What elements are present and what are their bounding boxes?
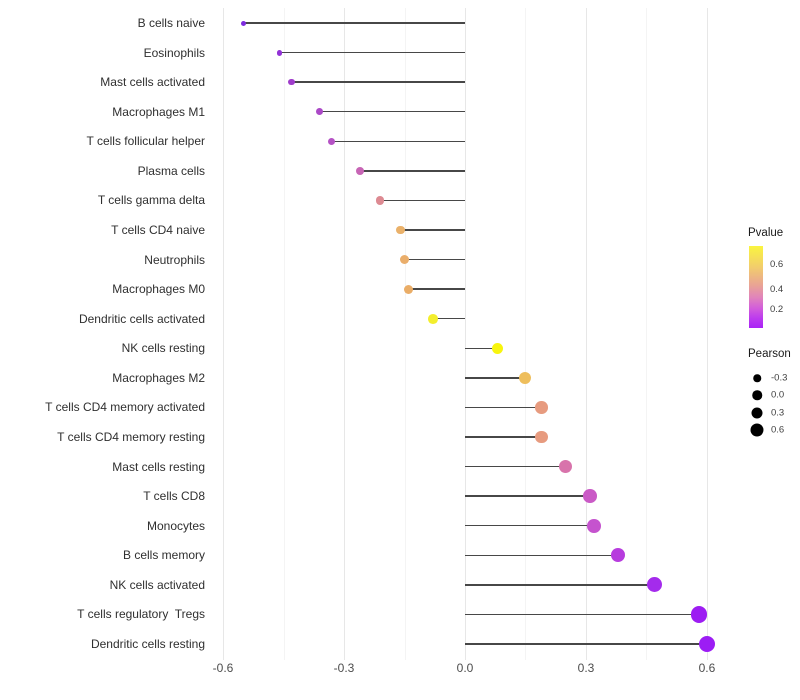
lollipop-dot [491, 342, 503, 354]
x-axis-tick-label: 0.6 [698, 661, 716, 675]
major-gridline [465, 8, 466, 660]
pvalue-legend-title: Pvalue [748, 227, 784, 239]
x-axis-tick-label: -0.3 [333, 661, 355, 675]
major-gridline [223, 8, 225, 660]
lollipop-segment [465, 524, 595, 527]
pearson-legend-label: 0.0 [771, 389, 785, 401]
minor-gridline [404, 8, 406, 660]
pearson-legend-dot [750, 423, 764, 437]
category-label: Macrophages M2 [112, 370, 205, 385]
pearson-legend-dot [753, 374, 761, 382]
lollipop-dot [698, 635, 716, 653]
category-label: Dendritic cells activated [78, 311, 205, 326]
lollipop-segment [465, 406, 542, 409]
lollipop-segment [243, 22, 465, 24]
lollipop-segment [465, 613, 699, 616]
minor-gridline [646, 8, 648, 660]
lollipop-dot [376, 196, 385, 205]
x-axis-tick-label: 0.0 [456, 661, 474, 675]
pvalue-tick-label: 0.2 [770, 304, 784, 316]
pvalue-tick-label: 0.6 [770, 259, 784, 271]
lollipop-dot [535, 401, 548, 414]
lollipop-dot [400, 255, 409, 265]
lollipop-dot [559, 460, 573, 474]
minor-gridline [283, 8, 285, 660]
category-label: Plasma cells [137, 163, 205, 178]
lollipop-dot [396, 225, 405, 235]
lollipop-segment [331, 140, 465, 143]
lollipop-dot [690, 606, 708, 623]
category-label: Macrophages M0 [112, 282, 205, 297]
lollipop-segment [465, 465, 566, 468]
category-label: B cells naive [137, 16, 205, 30]
category-label: T cells CD8 [143, 489, 205, 504]
lollipop-dot [611, 548, 626, 563]
lollipop-dot [427, 313, 438, 324]
pvalue-tick-label: 0.4 [770, 283, 784, 295]
lollipop-dot [356, 166, 365, 175]
lollipop-segment [465, 347, 498, 350]
category-label: T cells CD4 memory resting [57, 429, 205, 444]
category-label: T cells gamma delta [97, 193, 205, 208]
category-label: NK cells resting [121, 341, 205, 356]
lollipop-dot [587, 518, 601, 533]
lollipop-dot [276, 49, 283, 56]
lollipop-dot [240, 20, 246, 26]
category-label: Mast cells activated [100, 75, 205, 90]
pearson-legend-label: -0.3 [771, 372, 788, 384]
pearson-legend-label: 0.3 [771, 407, 785, 419]
category-label: NK cells activated [109, 577, 205, 592]
pearson-legend-title: Pearson [748, 348, 791, 360]
lollipop-dot [519, 371, 532, 384]
major-gridline [344, 8, 345, 660]
pearson-legend-dot [751, 407, 763, 419]
category-label: T cells CD4 memory activated [45, 400, 205, 415]
pearson-legend-label: 0.6 [771, 424, 785, 436]
lollipop-dot [535, 430, 548, 444]
pearson-legend-dot [752, 390, 762, 401]
lollipop-segment [465, 377, 526, 379]
lollipop-dot [288, 79, 295, 86]
lollipop-dot [403, 284, 414, 294]
category-label: Eosinophils [143, 45, 205, 60]
category-label: B cells memory [122, 548, 205, 563]
lollipop-segment [319, 110, 465, 113]
major-gridline [585, 8, 587, 660]
lollipop-segment [400, 229, 465, 231]
lollipop-dot [316, 108, 324, 116]
category-label: Neutrophils [144, 252, 205, 267]
lollipop-segment [465, 436, 542, 438]
lollipop-segment [432, 317, 465, 320]
lollipop-segment [465, 643, 707, 645]
lollipop-segment [279, 51, 465, 54]
lollipop-segment [465, 584, 655, 586]
lollipop-segment [465, 554, 619, 556]
major-gridline [706, 8, 708, 660]
lollipop-segment [380, 199, 465, 202]
lollipop-segment [404, 258, 465, 261]
category-label: Dendritic cells resting [90, 636, 205, 651]
lollipop-segment [408, 288, 465, 290]
lollipop-segment [360, 170, 465, 172]
category-label: T cells follicular helper [86, 134, 206, 149]
pvalue-gradient-bar [749, 246, 763, 328]
lollipop-dot [583, 489, 597, 503]
lollipop-segment [291, 81, 465, 83]
category-label: T cells regulatory Tregs [77, 607, 205, 622]
lollipop-dot [328, 137, 336, 145]
category-label: Mast cells resting [112, 459, 205, 474]
category-label: Monocytes [146, 518, 205, 533]
lollipop-dot [646, 577, 663, 593]
x-axis-tick-label: -0.6 [212, 661, 234, 675]
category-label: T cells CD4 naive [111, 222, 205, 237]
lollipop-segment [465, 495, 591, 497]
category-label: Macrophages M1 [112, 104, 205, 119]
minor-gridline [525, 8, 527, 660]
x-axis-tick-label: 0.3 [577, 661, 595, 675]
